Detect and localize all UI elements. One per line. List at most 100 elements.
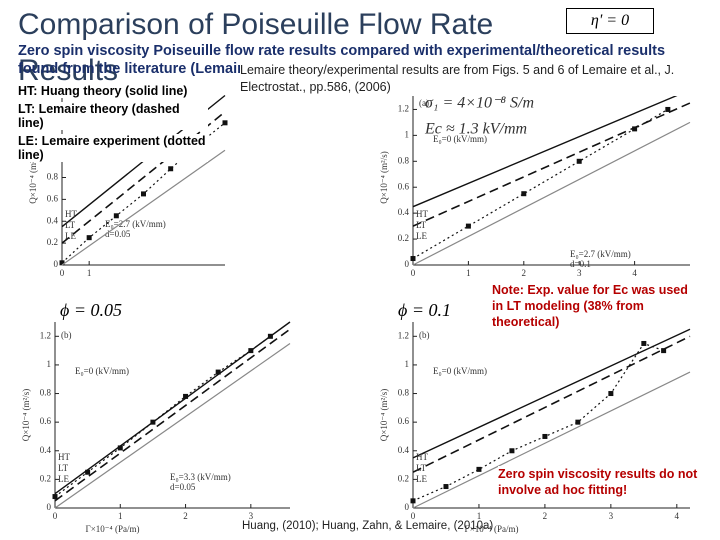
y-tick-label: 0.8 (47, 172, 59, 182)
series-line (61, 149, 226, 266)
y-tick-label: 0 (47, 502, 52, 512)
slide-title: Comparison of Poiseuille Flow Rate Resul… (18, 8, 494, 87)
series-name: LT (416, 220, 427, 230)
x-tick-label: 1 (466, 268, 471, 278)
y-tick-label: 1 (405, 129, 410, 139)
panel-annotation: E₀=2.7 (kV/mm) (105, 219, 166, 229)
data-point (267, 333, 273, 339)
data-point (222, 120, 228, 126)
data-point (59, 260, 65, 266)
panel-annotation: σ₁ = 4×10⁻⁸ S/m (425, 95, 534, 112)
x-axis-label: Γ×10⁻⁴ (Pa/m) (465, 524, 519, 534)
series-line (412, 108, 669, 260)
data-point (443, 484, 449, 490)
x-tick-label: 2 (543, 511, 548, 521)
y-tick-label: 0.2 (398, 473, 409, 483)
series-name: LE (65, 231, 76, 241)
data-point (85, 469, 91, 475)
phi-label: ϕ = 0.05 (60, 300, 122, 320)
y-tick-label: 0.2 (398, 233, 409, 243)
x-tick-label: 1 (477, 511, 482, 521)
series-name: HT (65, 209, 77, 219)
series-line (61, 111, 226, 244)
panel-annotation: d=0.1 (570, 259, 591, 269)
data-point (509, 448, 515, 454)
y-tick-label: 0 (54, 259, 59, 269)
y-tick-label: 1.2 (398, 330, 409, 340)
y-tick-label: 0.4 (40, 445, 52, 455)
series-line (54, 343, 291, 509)
series-name: E₀=0 (kV/mm) (75, 366, 129, 376)
y-tick-label: 1 (47, 359, 52, 369)
series-name: LE (416, 474, 427, 484)
phi-label: ϕ = 0.1 (398, 300, 451, 320)
series-name: E₀=0 (kV/mm) (433, 366, 487, 376)
y-tick-label: 0.6 (398, 181, 410, 191)
series-name: HT (416, 209, 428, 219)
y-axis-label: Q×10⁻⁴ (m²/s) (379, 151, 389, 203)
x-tick-label: 3 (577, 268, 582, 278)
y-tick-label: 0.8 (40, 388, 52, 398)
data-point (150, 419, 156, 425)
legend-line: LE: Lemaire experiment (dotted line) (18, 134, 208, 162)
legend-line: LT: Lemaire theory (dashed line) (18, 102, 208, 130)
legend-line: HT: Huang theory (solid line) (18, 84, 208, 98)
series-name: HT (58, 452, 70, 462)
data-point (576, 158, 582, 164)
y-tick-label: 0.4 (47, 215, 59, 225)
series-name: LE (58, 474, 69, 484)
series-name: HT (416, 452, 428, 462)
data-point (410, 498, 416, 504)
panel-annotation: E₀=3.3 (kV/mm) (170, 472, 231, 482)
conclusion: Zero spin viscosity results do not invol… (498, 466, 698, 498)
x-tick-label: 0 (53, 511, 58, 521)
series-line (412, 335, 691, 473)
y-tick-label: 0 (405, 502, 410, 512)
x-tick-label: 2 (522, 268, 527, 278)
y-tick-label: 0.6 (398, 416, 410, 426)
panel-annotation: E₀=2.7 (kV/mm) (570, 249, 631, 259)
x-tick-label: 3 (249, 511, 254, 521)
x-tick-label: 3 (609, 511, 614, 521)
data-point (661, 348, 667, 354)
y-tick-label: 0 (405, 259, 410, 269)
panel-annotation: d=0.05 (170, 482, 196, 492)
series-name: E₀=0 (kV/mm) (433, 134, 487, 144)
series-name: LT (58, 463, 69, 473)
series-line (54, 328, 291, 502)
data-point (183, 393, 189, 399)
x-tick-label: 0 (411, 511, 416, 521)
y-axis-label: Q×10⁻⁴ (m²/s) (28, 151, 38, 203)
y-tick-label: 0.4 (398, 445, 410, 455)
data-point (215, 369, 221, 375)
data-point (141, 191, 146, 197)
series-name: LT (416, 463, 427, 473)
y-tick-label: 0.8 (398, 155, 410, 165)
x-tick-label: 1 (87, 268, 92, 278)
data-point (168, 166, 174, 172)
data-point (52, 494, 58, 500)
panel-annotation: d=0.05 (105, 229, 131, 239)
panel-annotation: (b) (61, 330, 72, 340)
source-note: Lemaire theory/experimental results are … (240, 62, 710, 96)
series-name: LT (65, 220, 76, 230)
data-point (476, 466, 482, 472)
data-point (113, 213, 119, 219)
eta-box: η' = 0 (566, 8, 654, 34)
data-point (632, 126, 638, 132)
data-point (641, 340, 647, 346)
y-tick-label: 1.2 (40, 330, 51, 340)
legend-text: HT: Huang theory (solid line) LT: Lemair… (18, 84, 208, 166)
data-point (521, 191, 527, 197)
x-tick-label: 0 (411, 268, 416, 278)
x-tick-label: 0 (60, 268, 65, 278)
panel-annotation: (a) (419, 98, 429, 108)
data-point (665, 106, 671, 112)
y-tick-label: 0.8 (398, 388, 410, 398)
series-line (412, 371, 691, 509)
series-line (412, 121, 691, 266)
y-tick-label: 1 (405, 359, 410, 369)
data-point (86, 235, 92, 241)
